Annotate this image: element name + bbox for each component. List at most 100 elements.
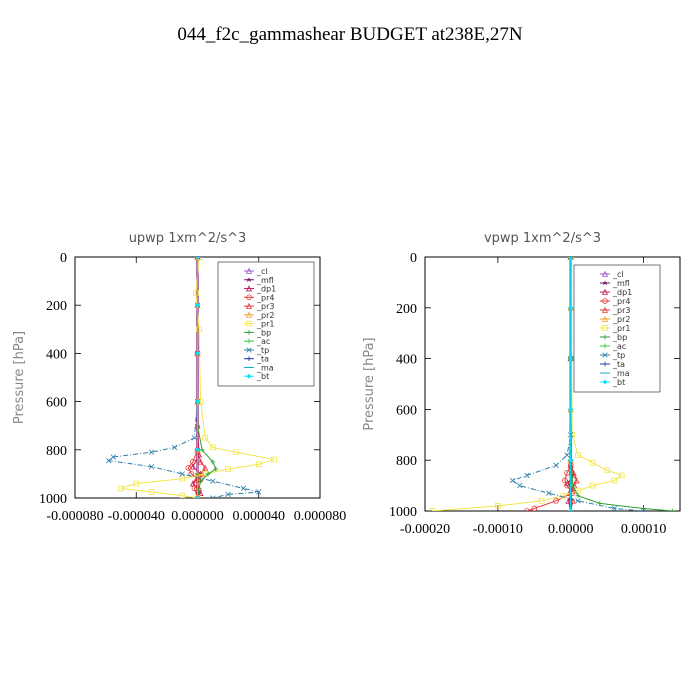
- legend-label: _bp: [612, 333, 627, 342]
- series-point-pr4: [553, 498, 559, 504]
- series-point-pr1: [560, 492, 567, 499]
- y-tick-label: 1000: [389, 505, 417, 520]
- series-point-pr1: [611, 477, 618, 484]
- legend-label: _ma: [256, 363, 274, 372]
- x-tick-label: -0.00020: [400, 522, 450, 537]
- series-point-pr3: [573, 477, 580, 484]
- legend-marker: [602, 379, 608, 385]
- series-point-pr1: [569, 431, 575, 438]
- y-tick-label: 600: [46, 396, 67, 411]
- series-line-tp: [511, 257, 644, 511]
- legend-marker: [602, 352, 608, 358]
- y-tick-label: 400: [46, 347, 67, 362]
- series-point-tp: [611, 505, 618, 511]
- y-tick-label: 800: [396, 454, 417, 469]
- series-point-bp: [213, 466, 219, 472]
- series-point-bt: [195, 447, 200, 453]
- series-point-tp: [194, 257, 201, 260]
- x-tick-label: 0.000000: [171, 509, 224, 524]
- series-point-pr1: [271, 456, 277, 463]
- plot-frame: [424, 256, 681, 512]
- series-point-pr4: [524, 508, 530, 511]
- series-point-pr1: [148, 489, 155, 495]
- legend: _cl_mfl_dp1_pr4_pr3_pr2_pr1_bp_ac_tp_ta_…: [217, 261, 315, 387]
- series-point-tp: [240, 485, 247, 492]
- legend-label: _ac: [612, 342, 626, 351]
- series-point-tp: [179, 471, 185, 477]
- series-point-bp: [670, 508, 676, 511]
- legend-label: _ma: [612, 369, 630, 378]
- series-point-tp: [640, 508, 647, 511]
- panel-title: vpwp 1xm^2/s^3: [484, 231, 601, 246]
- series-point-bp: [641, 506, 646, 511]
- legend-marker: [245, 285, 253, 292]
- series-point-pr3: [569, 497, 576, 504]
- legend-label: _ta: [612, 360, 625, 369]
- series-point-tp: [225, 491, 231, 498]
- series-point-tp: [256, 489, 262, 495]
- series-point-pr3: [570, 469, 577, 476]
- series-point-pr4: [531, 505, 538, 511]
- series-point-tp: [148, 449, 155, 455]
- legend-box: [573, 264, 661, 393]
- legend-label: _cl: [256, 267, 268, 276]
- series-point-pr1: [618, 472, 625, 479]
- upwp-panel: upwp 1xm^2/s^3 Pressure [hPa] 0 200 400 600 80…: [12, 231, 346, 524]
- legend-label: _ac: [256, 337, 270, 346]
- panel-title: upwp 1xm^2/s^3: [129, 231, 247, 246]
- y-tick-label: 1000: [39, 492, 67, 507]
- legend-marker: [245, 302, 253, 309]
- legend-marker: [246, 356, 252, 362]
- legend-marker: [246, 347, 252, 353]
- series-point-pr1: [202, 434, 208, 441]
- series-point-tp: [148, 463, 155, 470]
- series-point-pr3: [202, 464, 209, 471]
- legend-marker: [602, 334, 608, 340]
- legend-label: _pr4: [612, 297, 630, 306]
- legend-label: _cl: [612, 270, 624, 279]
- legend-marker: [601, 315, 609, 322]
- series-point-bp: [205, 471, 211, 477]
- legend-marker: [602, 361, 608, 367]
- series-point-pr1: [429, 508, 436, 511]
- series-line-pr1: [432, 257, 623, 511]
- series-point-tp: [553, 462, 559, 468]
- series-point-tp: [106, 457, 112, 464]
- series-point-pr1: [210, 444, 216, 451]
- series-point-bt: [568, 356, 574, 361]
- legend-label: _bt: [256, 372, 269, 381]
- series-point-pr1: [495, 503, 501, 509]
- y-tick-label: 0: [410, 251, 417, 266]
- legend-label: _pr2: [612, 315, 630, 324]
- legend-marker: [602, 298, 608, 304]
- y-tick-label: 200: [396, 302, 417, 317]
- legend-marker: [245, 311, 253, 318]
- series-point-pr1: [179, 475, 185, 482]
- series-point-tp: [546, 490, 552, 496]
- y-tick-label: 400: [396, 353, 417, 368]
- legend-label: _tp: [612, 351, 625, 360]
- legend-box: [217, 261, 315, 387]
- series-point-bp: [575, 493, 581, 499]
- legend-marker: [601, 306, 609, 313]
- series-point-tp: [564, 452, 570, 458]
- x-tick-label: 0.000040: [233, 509, 286, 524]
- series-point-tp: [210, 478, 216, 484]
- legend-marker: [602, 325, 608, 331]
- legend-label: _pr1: [612, 324, 630, 333]
- series-point-bt: [195, 302, 200, 308]
- series-point-pr4: [185, 465, 192, 471]
- series-point-bp: [198, 478, 203, 484]
- legend-marker: [601, 270, 609, 277]
- x-tick-label: -0.00010: [473, 522, 523, 537]
- series-point-pr1: [179, 492, 185, 498]
- y-axis-label: Pressure [hPa]: [362, 337, 377, 430]
- series-point-bp: [210, 459, 216, 465]
- series-point-pr1: [196, 326, 202, 333]
- series-point-dp1: [189, 463, 196, 470]
- x-tick-label: -0.000080: [46, 509, 103, 524]
- legend-label: _mfl: [256, 276, 274, 285]
- series-point-tp: [509, 477, 516, 484]
- series-point-pr1: [589, 459, 596, 466]
- series-point-bt: [568, 508, 574, 511]
